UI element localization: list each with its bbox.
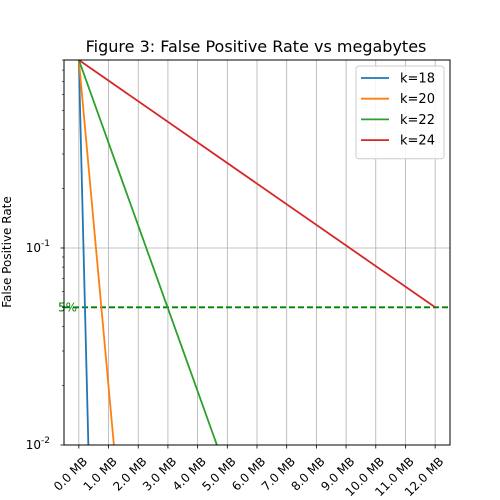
legend-entry-label: k=18 — [400, 72, 435, 87]
y-axis-label: False Positive Rate — [0, 196, 14, 308]
series-line-k-20 — [77, 60, 115, 445]
series-layer — [77, 60, 436, 445]
series-line-k-24 — [78, 60, 436, 309]
chart-title: Figure 3: False Positive Rate vs megabyt… — [86, 37, 427, 56]
reference-line-label: 5% — [58, 300, 77, 314]
series-line-k-18 — [77, 60, 90, 445]
legend-box — [355, 65, 445, 160]
y-tick-label: 10-1 — [26, 239, 50, 255]
y-tick-label: 10-2 — [26, 436, 50, 452]
legend-entry-label: k=22 — [400, 113, 435, 128]
reference-line-layer: 5% — [58, 300, 450, 314]
series-line-k-22 — [78, 60, 218, 445]
legend: k=18 k=20 k=22 k=24 — [355, 65, 445, 160]
legend-entry-label: k=24 — [400, 134, 435, 149]
legend-entry-label: k=20 — [400, 92, 435, 107]
